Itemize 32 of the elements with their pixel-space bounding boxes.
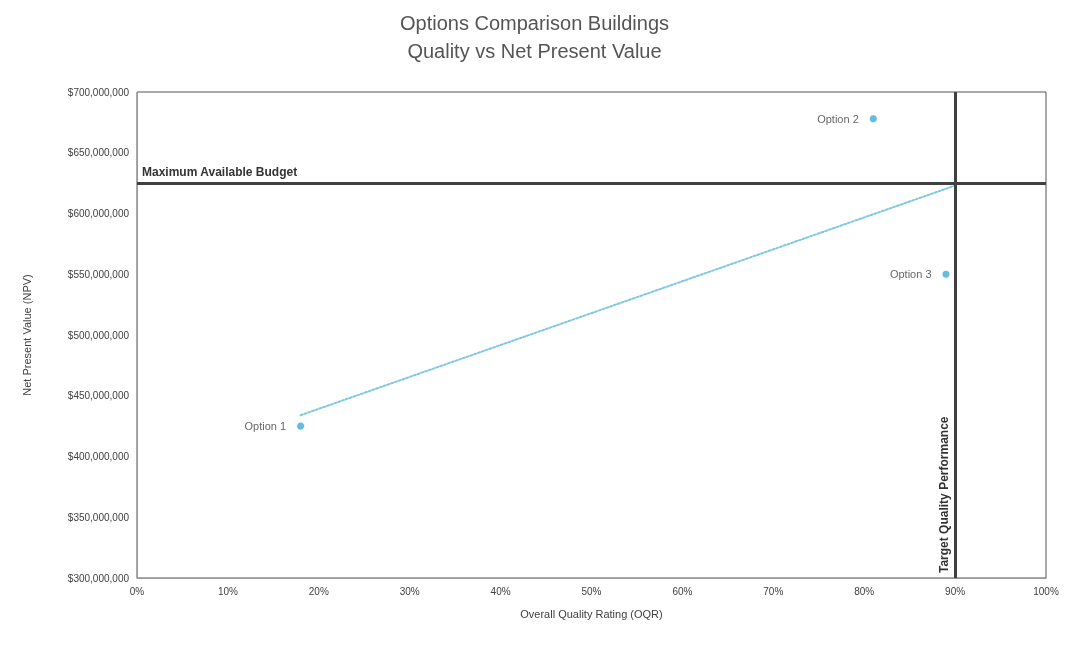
y-tick-label: $300,000,000 [67, 572, 130, 584]
x-tick-label: 40% [490, 585, 511, 597]
x-tick-label: 20% [308, 585, 329, 597]
x-tick-label: 90% [945, 585, 966, 597]
y-tick-label: $650,000,000 [67, 147, 130, 159]
x-tick-label: 50% [581, 585, 602, 597]
point [868, 114, 878, 124]
series-label: Option 3 [889, 268, 932, 281]
y-axis-title: Net Present Value (NPV) [20, 274, 33, 396]
x-tick-label: 10% [217, 585, 239, 597]
series-label: Option 2 [817, 112, 859, 125]
point [296, 421, 306, 431]
series-label: Option 1 [244, 420, 287, 433]
y-tick-label: $400,000,000 [67, 451, 130, 462]
y-tick-label: $350,000,000 [67, 511, 130, 523]
y-tick-label: $550,000,000 [67, 268, 130, 280]
ref-line-label: Maximum Available Budget [142, 165, 298, 180]
ref-line-label: Target Quality Performance [937, 416, 952, 573]
point [941, 269, 951, 279]
y-tick-label: $700,000,000 [67, 86, 130, 98]
chart-title: Options Comparison Buildings [399, 12, 670, 34]
y-tick-label: $600,000,000 [67, 208, 130, 219]
x-tick-label: 30% [399, 585, 420, 597]
x-tick-label: 80% [854, 585, 875, 597]
chart-subtitle: Quality vs Net Present Value [407, 40, 662, 62]
x-axis-title: Overall Quality Rating (OQR) [520, 607, 663, 620]
x-tick-label: 60% [672, 585, 693, 597]
x-tick-label: 100% [1033, 585, 1059, 597]
y-tick-label: $450,000,000 [67, 390, 130, 402]
y-tick-label: $500,000,000 [67, 329, 130, 341]
x-tick-label: 0% [129, 585, 145, 597]
x-tick-label: 70% [763, 585, 784, 597]
